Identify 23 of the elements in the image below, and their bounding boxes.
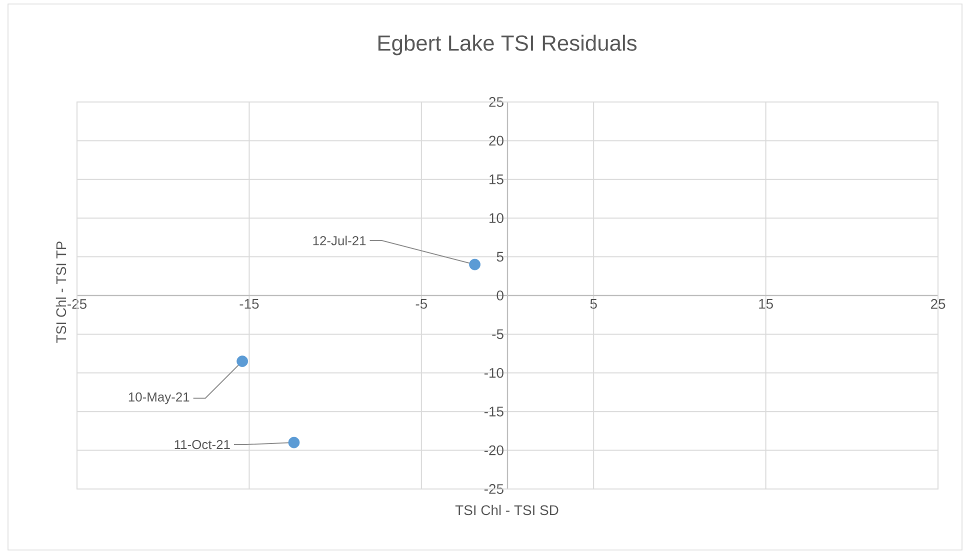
x-tick-label: 15 — [759, 299, 773, 309]
chart-title: Egbert Lake TSI Residuals — [378, 34, 637, 56]
point — [469, 258, 480, 270]
y-tick-label: 20 — [489, 136, 504, 146]
y-tick-label: -15 — [484, 406, 504, 416]
y-axis-title: TSI Chl - TSI TP — [56, 242, 66, 343]
annotation: 10-May-21 — [128, 392, 190, 404]
x-tick-label: 25 — [930, 299, 946, 309]
x-axis-title: TSI Chl - TSI SD — [455, 504, 558, 516]
annotation: 11-Oct-21 — [174, 440, 230, 450]
x-tick-label: 5 — [590, 299, 597, 309]
point — [236, 356, 248, 367]
y-tick-label: -20 — [484, 445, 504, 456]
x-tick-label: -15 — [240, 299, 259, 309]
y-tick-label: 10 — [490, 213, 504, 224]
y-tick-label: -10 — [484, 368, 504, 378]
y-tick-label: 15 — [490, 174, 504, 184]
y-tick-label: 0 — [496, 290, 504, 300]
point — [288, 436, 300, 448]
x-tick-label: -5 — [416, 299, 428, 309]
y-tick-label: 5 — [496, 252, 504, 262]
annotation: 12-Jul-21 — [313, 236, 366, 246]
y-tick-label: -5 — [492, 329, 504, 340]
